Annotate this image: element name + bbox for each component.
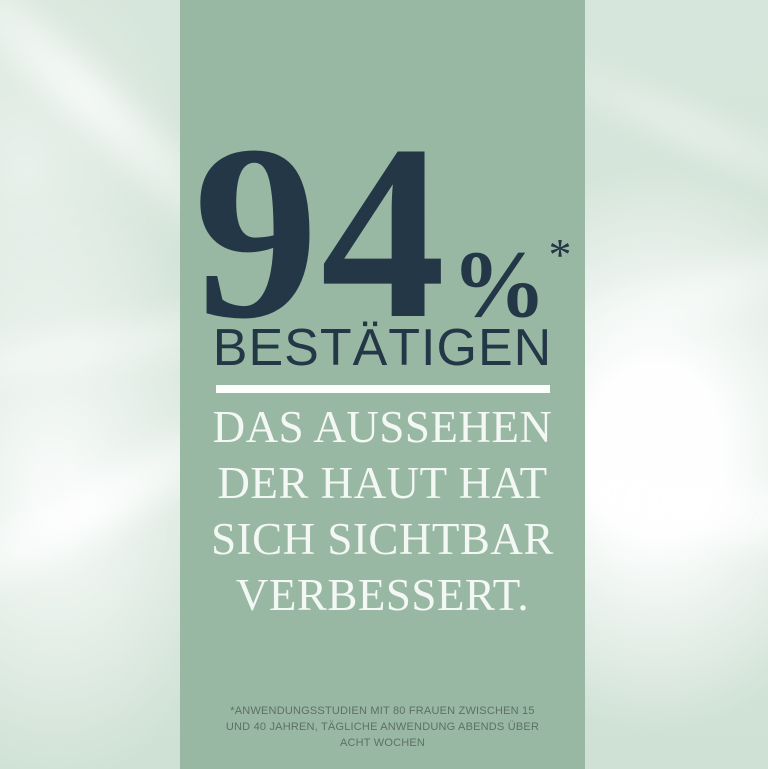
headline-line: DAS AUSSEHEN — [212, 402, 553, 452]
headline-line: DER HAUT HAT — [217, 458, 548, 508]
footnote-line: ACHT WOCHEN — [339, 737, 426, 749]
footnote-line: *ANWENDUNGSSTUDIEN MIT 80 FRAUEN ZWISCHE… — [230, 705, 535, 717]
statistic-value: 94 — [193, 94, 448, 371]
divider-rule — [215, 385, 550, 393]
footnote-text: *ANWENDUNGSSTUDIEN MIT 80 FRAUEN ZWISCHE… — [198, 703, 568, 751]
headline-line: SICH SICHTBAR — [211, 514, 554, 564]
footnote-line: UND 40 JAHREN, TÄGLICHE ANWENDUNG ABENDS… — [225, 721, 540, 733]
footnote-asterisk: * — [548, 229, 572, 280]
headline-line: VERBESSERT. — [235, 570, 530, 620]
claim-verb: BESTÄTIGEN — [212, 319, 553, 377]
claim-headline: DAS AUSSEHEN DER HAUT HAT SICH SICHTBAR … — [180, 399, 585, 623]
statistic: 94%* — [180, 108, 585, 358]
claim-panel: 94%* BESTÄTIGEN DAS AUSSEHEN DER HAUT HA… — [180, 0, 585, 769]
percent-sign: % — [451, 231, 547, 337]
